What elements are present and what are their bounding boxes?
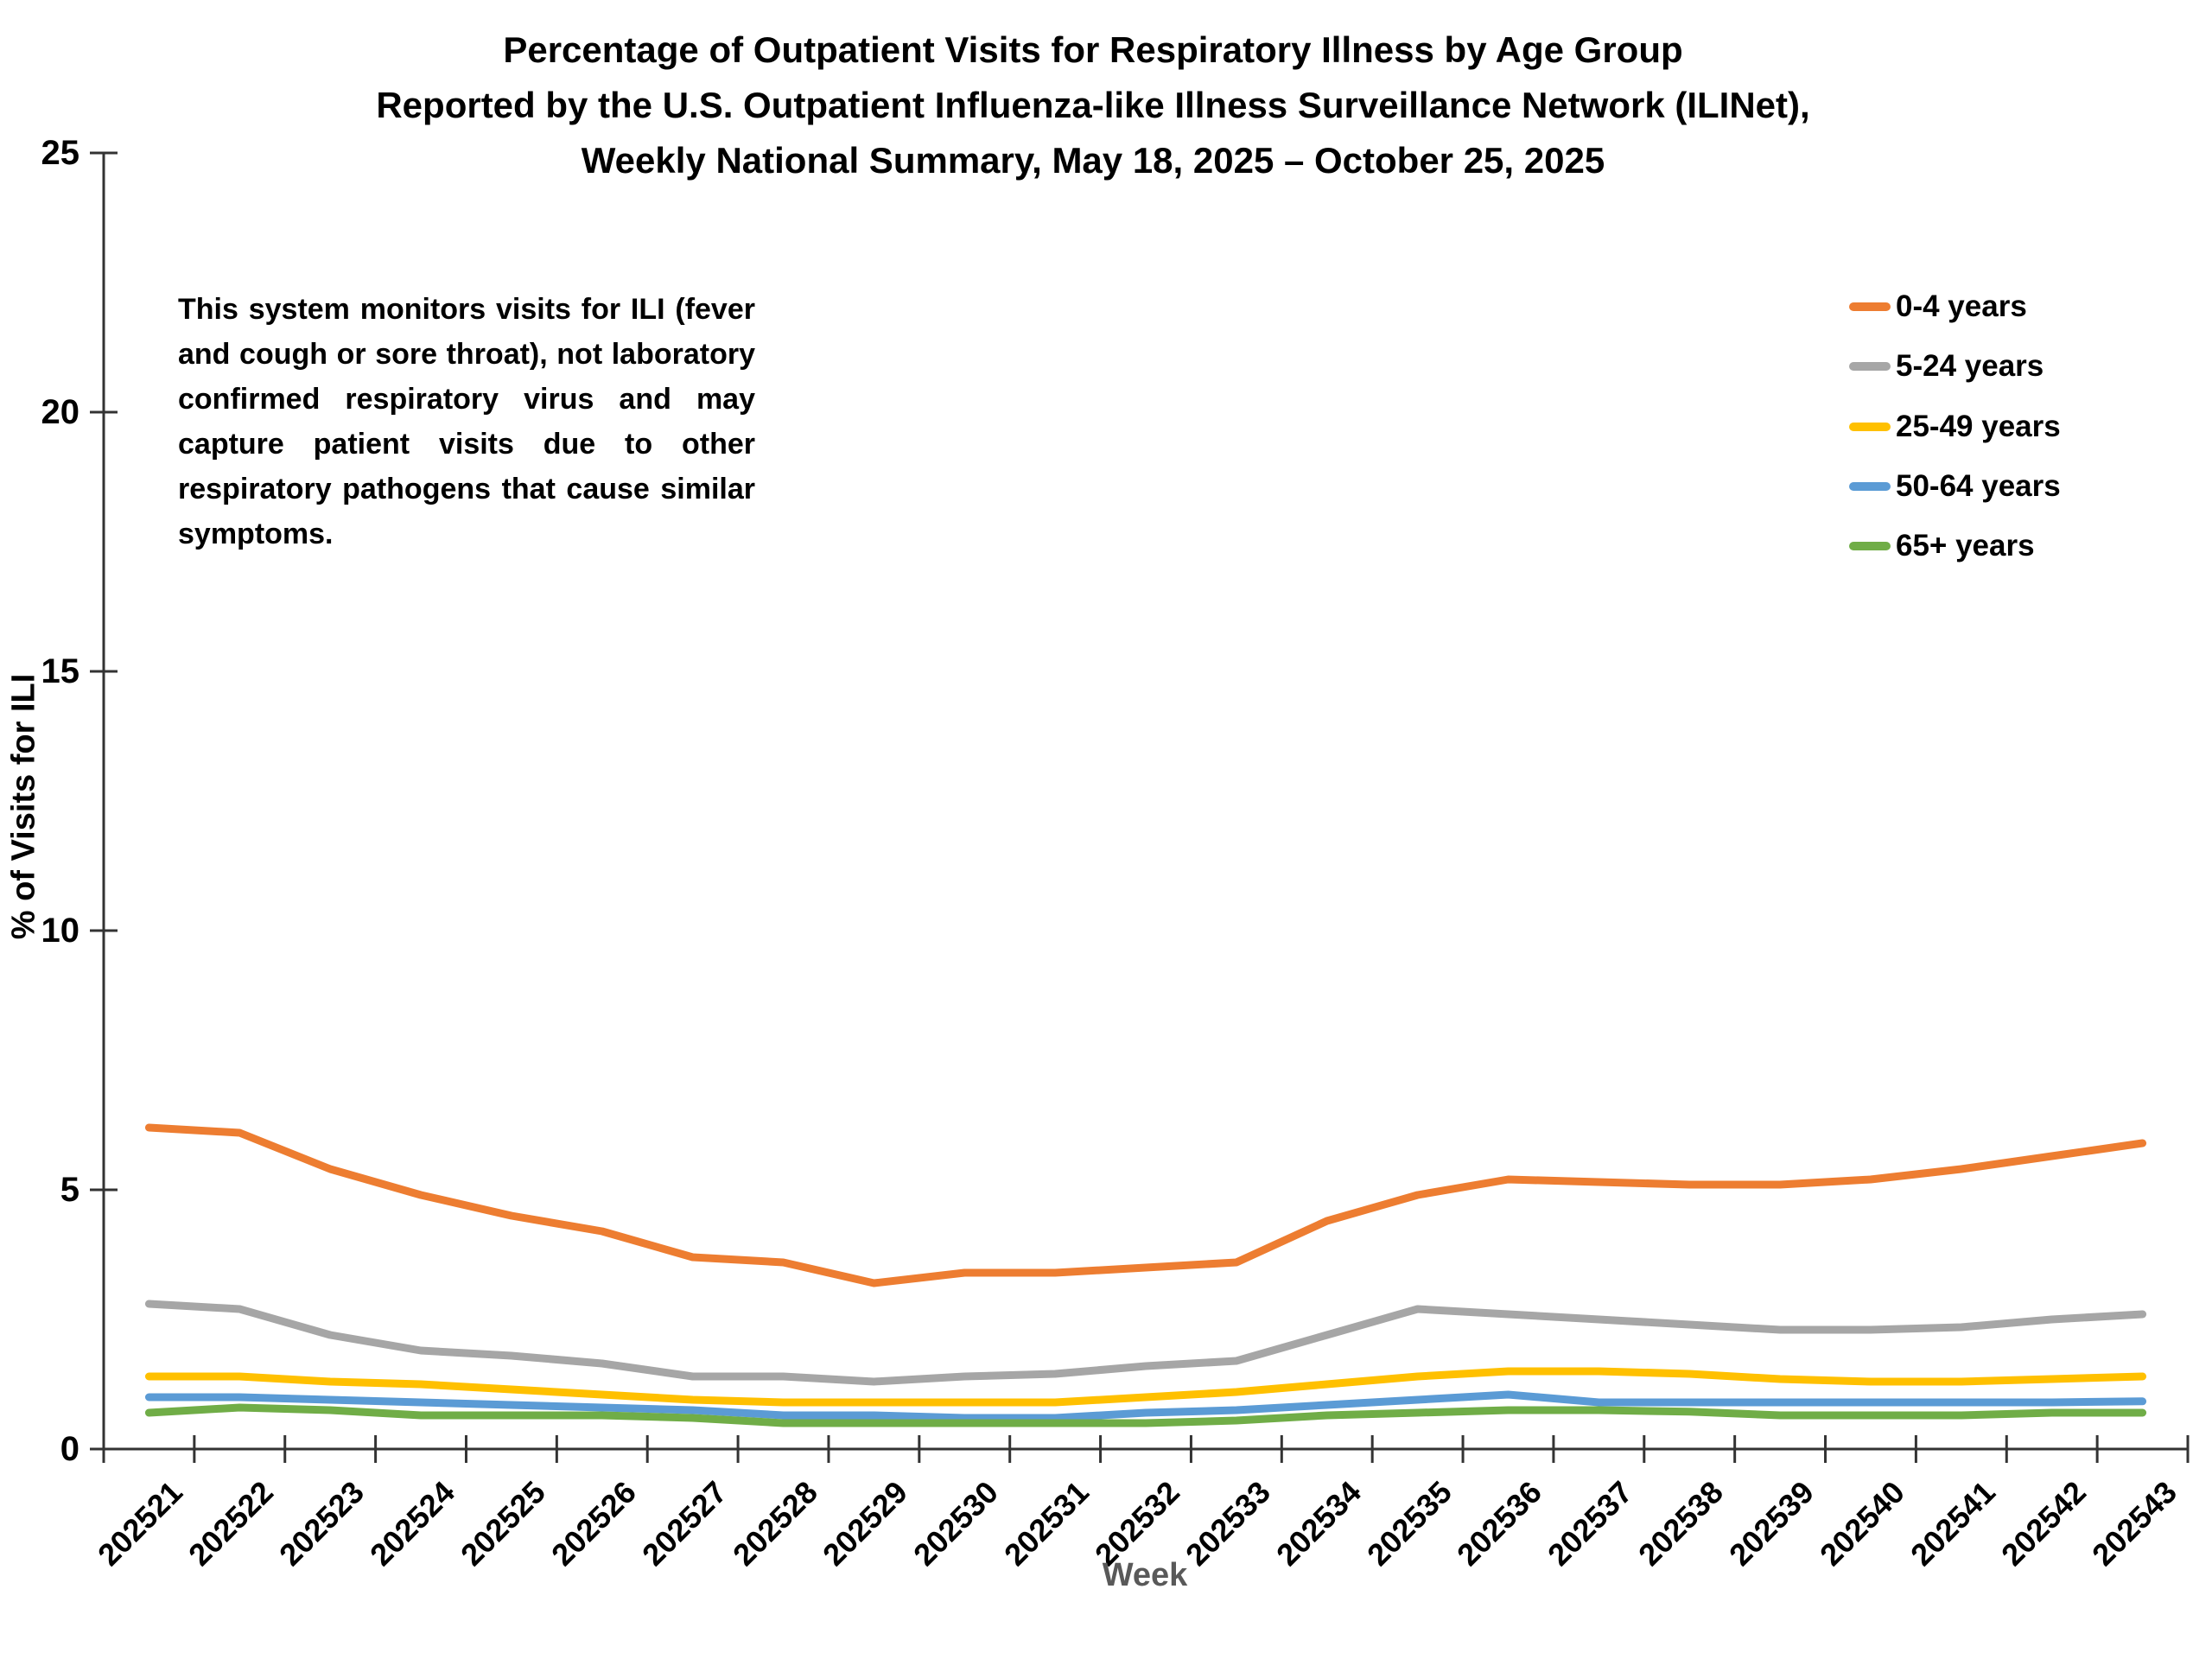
x-axis-title: Week xyxy=(1102,1557,1188,1593)
y-tick-label: 10 xyxy=(41,912,80,950)
legend-label: 65+ years xyxy=(1896,529,2035,563)
chart-title-line-2: Reported by the U.S. Outpatient Influenz… xyxy=(376,85,1810,125)
series-line-5-24-years xyxy=(144,1300,2147,1386)
annotation-text: This system monitors visits for ILI (fev… xyxy=(178,293,755,550)
legend-item-25-49-years: 25-49 years xyxy=(1849,408,2061,446)
legend-swatch xyxy=(1849,481,1891,491)
legend-item-50-64-years: 50-64 years xyxy=(1849,467,2061,505)
y-tick-label: 0 xyxy=(60,1430,79,1468)
legend-label: 5-24 years xyxy=(1896,349,2044,384)
legend-label: 25-49 years xyxy=(1896,409,2061,443)
legend-item-65-years: 65+ years xyxy=(1849,527,2035,565)
chart-title-line-1: Percentage of Outpatient Visits for Resp… xyxy=(503,29,1683,70)
legend-label: 50-64 years xyxy=(1896,468,2061,503)
y-tick-label: 15 xyxy=(41,652,80,690)
y-tick-label: 5 xyxy=(60,1171,79,1209)
legend-swatch xyxy=(1849,302,1891,311)
y-tick-label: 20 xyxy=(41,393,80,431)
series-line-65-years xyxy=(144,1403,2147,1427)
series-line-50-64-years xyxy=(144,1390,2147,1422)
chart-title-line-3: Weekly National Summary, May 18, 2025 – … xyxy=(581,140,1605,181)
y-tick-label: 25 xyxy=(41,134,80,172)
legend-swatch xyxy=(1849,422,1891,431)
legend-label: 0-4 years xyxy=(1896,289,2027,323)
series-line-0-4-years xyxy=(144,1123,2147,1287)
chart-title: Percentage of Outpatient Visits for Resp… xyxy=(0,22,2186,188)
legend-item-0-4-years: 0-4 years xyxy=(1849,288,2027,326)
series-line-25-49-years xyxy=(144,1367,2147,1407)
legend-swatch xyxy=(1849,362,1891,372)
legend-item-5-24-years: 5-24 years xyxy=(1849,347,2044,385)
legend-swatch xyxy=(1849,542,1891,551)
